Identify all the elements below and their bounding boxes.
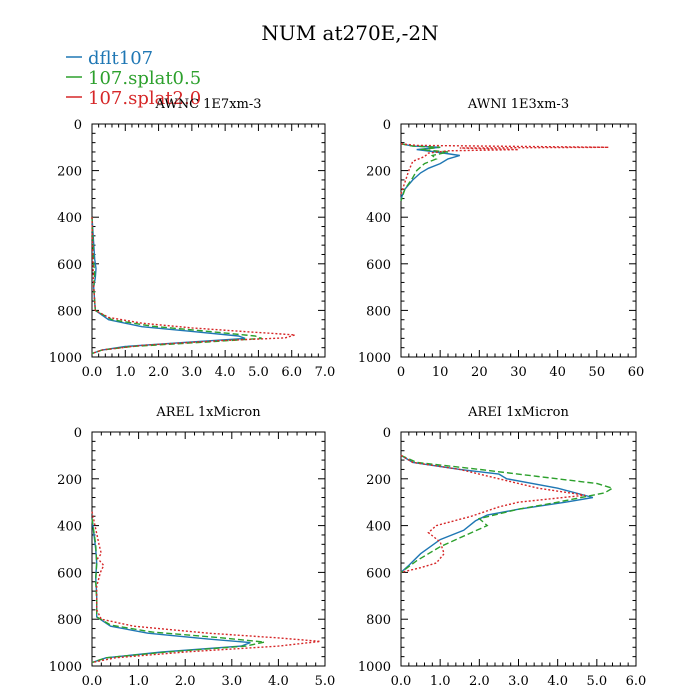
y-tick-label: 1000 [358,351,391,366]
x-tick-label: 1.0 [115,365,136,380]
panel-title: AREI 1xMicron [467,405,569,420]
y-tick-label: 400 [366,211,391,226]
y-tick-label: 1000 [358,660,391,675]
plot-frame [91,123,326,358]
y-tick-label: 600 [366,258,391,273]
x-tick-label: 20 [471,365,488,380]
legend: dflt107 107.splat0.5 107.splat2.0 [66,48,201,109]
panel-arel: AREL 1xMicron 0.0 1.0 2.0 3.0 4.0 5.0 0 200 400 60… [49,405,335,689]
x-tick-label: 40 [549,365,566,380]
y-tick-label: 400 [57,520,82,535]
series-line-dflt107 [400,454,594,573]
y-tick-label: 200 [366,165,391,180]
x-tick-label: 2.0 [175,674,196,689]
x-tick-label: 3.0 [508,674,529,689]
series-line-107-splat0-5 [400,454,615,573]
x-tick-label: 7.0 [315,365,336,380]
x-tick-label: 1.0 [430,674,451,689]
panel-awni: AWNI 1E3xm-30 10 20 30 40 50 60020040060080010… [358,97,644,380]
y-tick-label: 0 [383,118,391,133]
figure-title: NUM at270E,-2N [261,21,438,45]
x-tick-label: 3.0 [182,365,203,380]
y-tick-label: 600 [57,566,82,581]
x-tick-label: 50 [589,365,606,380]
x-tick-label: 60 [628,365,645,380]
panel-arei: AREI 1xMicron 0.0 1.0 2.0 3.0 4.0 5.0 6.0 0 200 40… [358,405,646,689]
y-tick-label: 200 [57,473,82,488]
y-tick-label: 400 [57,211,82,226]
x-tick-label: 5.0 [586,674,607,689]
series-line-107-splat2-0 [400,454,586,574]
y-tick-label: 600 [57,258,82,273]
series-line-dflt107 [400,143,460,199]
x-tick-label: 0.0 [82,365,103,380]
x-tick-label: 6.0 [281,365,302,380]
series-line-dflt107 [91,217,246,355]
y-tick-label: 800 [57,304,82,319]
x-tick-label: 3.0 [221,674,242,689]
y-tick-label: 0 [383,426,391,441]
y-tick-label: 0 [74,118,82,133]
series-line-107-splat0-5 [91,217,263,355]
y-tick-label: 800 [57,613,82,628]
x-tick-label: 30 [510,365,527,380]
series-line-107-splat2-0 [91,511,321,664]
y-tick-label: 0 [74,426,82,441]
x-tick-label: 5.0 [315,674,336,689]
x-tick-label: 4.0 [547,674,568,689]
x-tick-label: 6.0 [626,674,647,689]
x-tick-label: 5.0 [248,365,269,380]
y-tick-label: 1000 [49,660,82,675]
x-tick-label: 4.0 [268,674,289,689]
x-tick-label: 0.0 [82,674,103,689]
y-tick-label: 800 [366,613,391,628]
legend-label-1: 107.splat0.5 [88,68,201,89]
series-line-dflt107 [91,518,251,664]
panel-awnc: AWNC 1E7xm-3 0.0 1.0 2.0 3.0 4.0 5.0 6.0 7.0 0 200… [49,97,335,380]
panel-title: AWNI 1E3xm-3 [467,97,569,112]
y-tick-label: 200 [366,473,391,488]
panel-title: AREL 1xMicron [155,405,261,420]
series-line-107-splat0-5 [91,518,265,664]
panel-title: AWNC 1E7xm-3 [154,97,261,112]
x-tick-label: 4.0 [215,365,236,380]
x-tick-label: 1.0 [128,674,149,689]
y-tick-label: 800 [366,304,391,319]
x-tick-label: 10 [432,365,449,380]
series-line-107-splat2-0 [91,217,296,355]
legend-label-2: 107.splat2.0 [88,88,201,109]
legend-label-0: dflt107 [88,48,153,69]
y-tick-label: 600 [366,566,391,581]
x-tick-label: 0 [397,365,405,380]
y-tick-label: 1000 [49,351,82,366]
x-tick-label: 0.0 [391,674,412,689]
y-tick-label: 200 [57,165,82,180]
y-tick-label: 400 [366,520,391,535]
x-tick-label: 2.0 [469,674,490,689]
x-tick-label: 2.0 [148,365,169,380]
plot-frame [91,431,326,667]
